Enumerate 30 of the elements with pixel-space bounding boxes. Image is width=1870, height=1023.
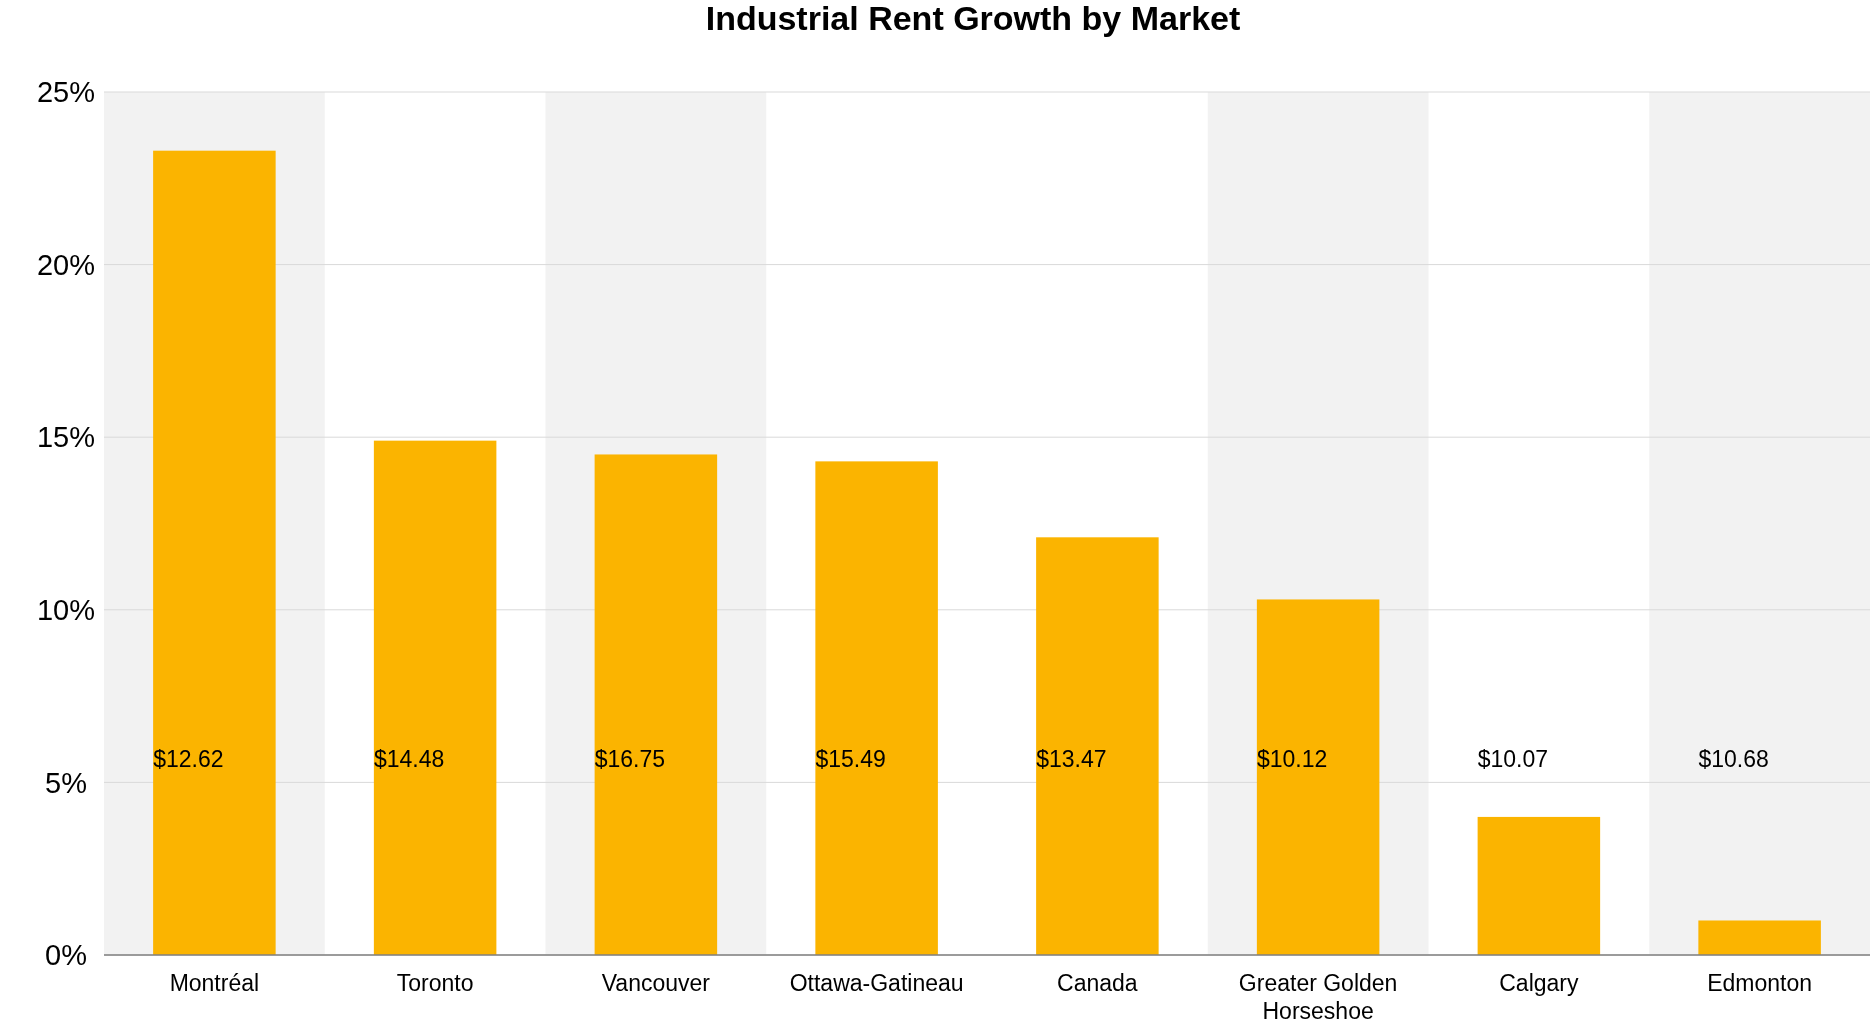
x-tick-label: Vancouver bbox=[601, 970, 711, 996]
x-tick-label: Calgary bbox=[1499, 970, 1579, 996]
x-tick-label: Montréal bbox=[169, 970, 260, 996]
annotation: $16.75 bbox=[594, 746, 666, 773]
y-tick-label: 10% bbox=[36, 593, 96, 626]
chart-title: Industrial Rent Growth by Market bbox=[705, 0, 1241, 37]
annotation: $12.62 bbox=[153, 746, 224, 773]
y-tick-label: 25% bbox=[36, 76, 96, 109]
bar bbox=[815, 461, 938, 955]
annotation: $10.12 bbox=[1256, 746, 1328, 773]
bar bbox=[1477, 816, 1601, 955]
bar bbox=[1698, 920, 1821, 955]
x-tick-label: Greater Golden Horseshoe bbox=[1238, 970, 1398, 1023]
annotation: $10.68 bbox=[1698, 746, 1769, 773]
annotation: $13.47 bbox=[1036, 746, 1107, 773]
x-tick-label: Edmonton bbox=[1707, 970, 1813, 996]
bar bbox=[1036, 537, 1159, 955]
x-tick-label: Canada bbox=[1057, 970, 1138, 996]
annotation: $14.48 bbox=[373, 746, 445, 773]
y-tick-label: 20% bbox=[36, 248, 96, 281]
y-tick-label: 5% bbox=[45, 766, 87, 799]
y-tick-label: 0% bbox=[45, 939, 87, 972]
x-tick-label: Toronto bbox=[396, 970, 474, 996]
annotation: $15.49 bbox=[815, 746, 886, 773]
bar bbox=[594, 454, 718, 955]
bar bbox=[373, 440, 497, 955]
annotation: $10.07 bbox=[1477, 746, 1549, 773]
y-tick-label: 15% bbox=[36, 421, 96, 454]
x-tick-label: Ottawa-Gatineau bbox=[789, 970, 964, 996]
bar bbox=[1256, 599, 1380, 955]
